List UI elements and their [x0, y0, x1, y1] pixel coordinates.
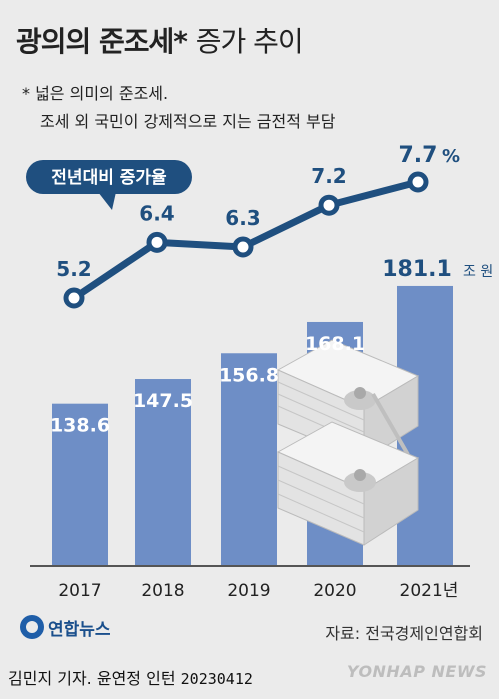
growth-rate-unit: %	[442, 146, 460, 167]
x-tick-label: 2020	[313, 581, 356, 601]
bar-value-label: 168.1	[305, 333, 365, 355]
bar-2017	[52, 403, 108, 566]
yonhap-logo-mark-icon	[20, 615, 44, 639]
bar-value-label: 181.1	[382, 257, 452, 282]
footnote-line-1: * 넓은 의미의 준조세.	[22, 84, 169, 103]
title-bold: 광의의 준조세*	[16, 25, 188, 58]
bar-value-label: 156.8	[219, 364, 279, 386]
bar-value-label: 147.5	[133, 390, 193, 412]
growth-rate-marker	[318, 194, 340, 216]
credit-names: 김민지 기자. 윤연정 인턴	[8, 669, 176, 688]
x-tick-label: 2021년	[400, 581, 459, 601]
growth-rate-label: 6.4	[139, 201, 174, 225]
growth-rate-marker	[63, 287, 85, 309]
growth-rate-marker	[232, 236, 254, 258]
legend-group: 전년대비 증가율	[26, 160, 192, 210]
title-light: 증가 추이	[195, 25, 304, 58]
credit-line: 김민지 기자. 윤연정 인턴 20230412	[8, 665, 253, 689]
growth-rate-label: 6.3	[225, 206, 260, 230]
bar-2018	[135, 379, 191, 566]
legend-pointer	[98, 192, 116, 210]
growth-rate-marker	[407, 171, 429, 193]
bar-value-labels: 138.6 147.5 156.8 168.1 181.1 조 원	[50, 257, 493, 437]
credit-date: 20230412	[180, 670, 253, 688]
growth-rate-marker	[146, 231, 168, 253]
x-tick-label: 2017	[58, 581, 101, 601]
watermark: YONHAP NEWS	[346, 662, 487, 681]
chart-title: 광의의 준조세* 증가 추이	[16, 20, 304, 60]
growth-rate-label: 5.2	[56, 257, 91, 281]
growth-rate-label: 7.2	[311, 164, 346, 188]
bar-2019	[221, 353, 277, 566]
x-tick-label: 2019	[227, 581, 270, 601]
legend-label: 전년대비 증가율	[51, 168, 167, 188]
legend-pill	[26, 160, 192, 194]
logo-text: 연합뉴스	[48, 619, 111, 640]
growth-rate-line-group: 5.2 6.4 6.3 7.2 7.7%	[56, 143, 460, 309]
bar-unit-label: 조 원	[463, 264, 493, 280]
x-axis: 2017 2018 2019 2020 2021년	[30, 565, 470, 601]
growth-rate-label: 7.7	[399, 143, 438, 168]
footnote-line-2: 조세 외 국민이 강제적으로 지는 금전적 부담	[40, 112, 336, 131]
yonhap-logo: 연합뉴스	[20, 612, 111, 642]
money-bundle-illustration	[276, 339, 420, 546]
source-text: 자료: 전국경제인연합회	[325, 624, 483, 643]
bar-value-label: 138.6	[50, 415, 110, 437]
x-tick-label: 2018	[141, 581, 184, 601]
